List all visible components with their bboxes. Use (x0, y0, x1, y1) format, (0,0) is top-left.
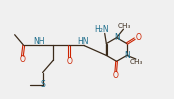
Text: N: N (124, 51, 130, 60)
Text: HN: HN (78, 37, 89, 46)
Text: N: N (114, 33, 120, 42)
Text: NH: NH (33, 37, 45, 46)
Text: S: S (40, 80, 45, 89)
Text: O: O (113, 71, 119, 80)
Text: CH₃: CH₃ (130, 59, 143, 65)
Text: H₂N: H₂N (94, 25, 109, 34)
Text: O: O (19, 55, 25, 64)
Text: O: O (66, 57, 72, 66)
Text: CH₃: CH₃ (118, 23, 131, 29)
Text: O: O (135, 33, 141, 42)
